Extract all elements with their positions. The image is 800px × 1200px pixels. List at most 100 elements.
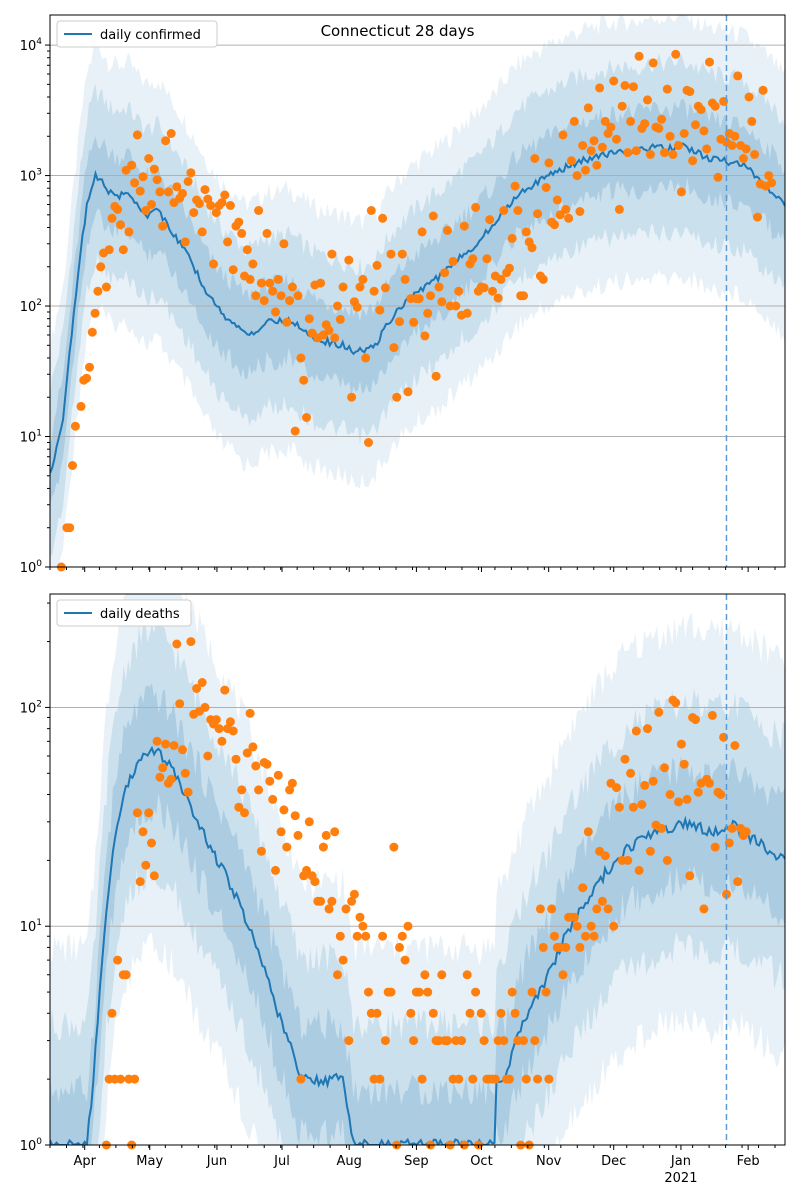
data-point — [372, 1008, 382, 1018]
data-point — [287, 778, 297, 788]
data-point — [141, 206, 151, 215]
data-point — [132, 130, 142, 140]
data-point — [144, 808, 154, 818]
series-points-confirmed — [56, 49, 777, 572]
data-point — [530, 1036, 540, 1046]
data-point — [217, 198, 227, 208]
data-point — [623, 148, 633, 158]
data-point — [144, 154, 154, 163]
data-point — [254, 785, 264, 795]
data-point — [347, 896, 357, 906]
data-point — [116, 1074, 125, 1084]
panel-confirmed: 100 101 102 103 104 Connecticut 28 days dail… — [20, 14, 786, 576]
data-point — [685, 871, 695, 881]
data-point — [612, 134, 621, 144]
data-point — [296, 353, 306, 363]
data-point — [485, 215, 495, 225]
data-point — [660, 763, 669, 773]
data-point — [358, 274, 368, 284]
data-point — [589, 136, 599, 146]
data-point — [471, 987, 481, 997]
data-point — [620, 754, 630, 764]
data-point — [217, 736, 227, 746]
data-point — [617, 101, 627, 111]
data-point — [107, 213, 117, 223]
x-tick-label: Feb — [737, 1154, 760, 1169]
data-point — [744, 92, 754, 102]
data-point — [299, 375, 309, 385]
data-point — [392, 392, 402, 402]
data-point — [279, 239, 289, 249]
data-point — [465, 1008, 475, 1018]
data-point — [375, 1074, 385, 1084]
data-point — [482, 254, 492, 264]
data-point — [727, 141, 737, 150]
data-point — [152, 175, 162, 185]
data-point — [310, 877, 320, 887]
data-point — [527, 243, 537, 253]
data-point — [186, 168, 196, 178]
data-point — [499, 206, 509, 215]
data-point — [409, 317, 419, 327]
data-point — [733, 877, 743, 887]
y-tick-label: 101 — [20, 918, 42, 935]
data-point — [674, 141, 683, 150]
x-year-label: 2021 — [664, 1171, 697, 1186]
data-point — [369, 286, 379, 296]
data-point — [693, 787, 703, 797]
data-point — [296, 1074, 306, 1084]
data-point — [471, 202, 481, 212]
data-point — [341, 904, 351, 914]
data-point — [276, 827, 286, 837]
data-point — [671, 49, 681, 59]
data-point — [395, 317, 404, 327]
legend-label: daily deaths — [100, 607, 180, 622]
data-point — [242, 748, 252, 758]
data-point — [104, 245, 114, 255]
data-point — [223, 237, 233, 247]
x-tick-label: Nov — [536, 1154, 562, 1169]
data-point — [395, 942, 404, 952]
data-point — [155, 187, 165, 197]
data-point — [592, 160, 602, 170]
data-point — [437, 297, 447, 307]
data-point — [440, 268, 450, 278]
data-point — [423, 308, 433, 318]
data-point — [186, 637, 196, 647]
data-point — [147, 838, 156, 848]
data-point — [510, 1008, 520, 1018]
data-point — [90, 308, 100, 318]
data-point — [544, 1074, 554, 1084]
data-point — [273, 274, 283, 284]
data-point — [535, 904, 545, 914]
data-point — [533, 1074, 543, 1084]
data-point — [747, 116, 757, 126]
data-point — [118, 245, 128, 255]
data-point — [206, 201, 216, 210]
data-point — [558, 970, 568, 980]
data-point — [285, 296, 295, 306]
data-point — [268, 794, 278, 804]
data-point — [141, 860, 151, 870]
y-tick-label: 100 — [20, 1137, 43, 1154]
data-point — [462, 308, 472, 318]
data-point — [662, 855, 672, 865]
data-point — [121, 970, 131, 980]
data-point — [380, 1036, 390, 1046]
data-point — [764, 171, 774, 181]
data-point — [352, 302, 362, 312]
data-point — [428, 211, 438, 221]
data-point — [578, 883, 588, 893]
data-point — [364, 438, 373, 447]
data-point — [547, 904, 557, 914]
data-point — [197, 227, 207, 237]
data-point — [318, 842, 328, 852]
data-point — [321, 830, 331, 840]
data-point — [417, 227, 427, 237]
data-point — [358, 921, 368, 931]
data-point — [665, 131, 675, 141]
data-point — [623, 855, 633, 865]
legend-box — [56, 20, 218, 48]
data-point — [271, 307, 280, 317]
data-point — [178, 188, 187, 198]
